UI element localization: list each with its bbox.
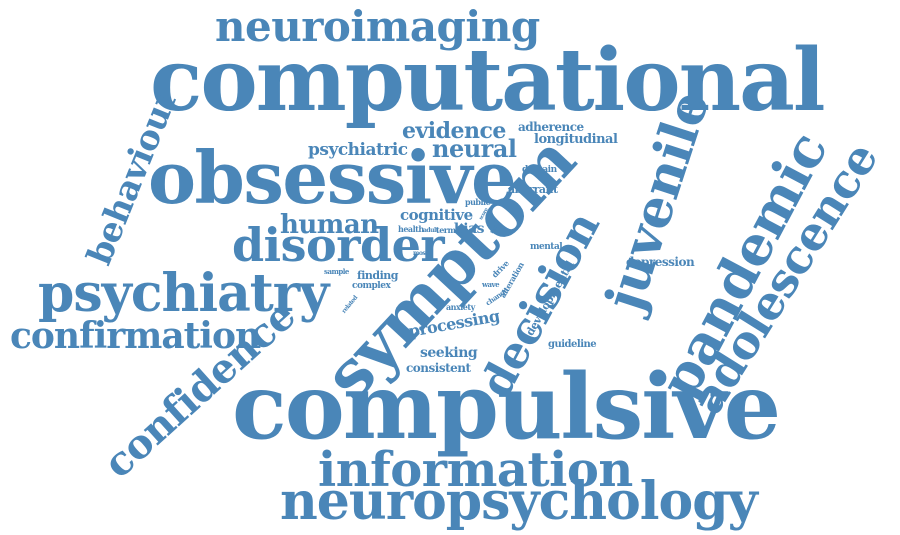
word-compulsive: compulsive xyxy=(232,354,781,460)
word-adherence: adherence xyxy=(518,120,584,134)
word-bias: bias xyxy=(454,221,485,237)
word-mental: mental xyxy=(530,242,563,252)
word-neuroimaging: neuroimaging xyxy=(215,2,540,51)
word-neural: neural xyxy=(432,134,517,163)
word-public: public xyxy=(465,197,490,207)
word-aberrant: aberrant xyxy=(508,183,558,196)
word-psychiatry: psychiatry xyxy=(38,263,329,324)
word-disorder: disorder xyxy=(232,218,445,272)
word-most: most xyxy=(413,250,428,257)
word-guideline: guideline xyxy=(548,339,597,350)
word-neuropsychology: neuropsychology xyxy=(280,471,758,532)
word-consistent: consistent xyxy=(406,361,471,375)
word-obsessive: obsessive xyxy=(148,135,517,220)
word-adult: adult xyxy=(423,227,439,234)
word-domain: domain xyxy=(522,165,557,175)
word-longitudinal: longitudinal xyxy=(534,132,618,147)
word-psychiatric: psychiatric xyxy=(308,140,408,160)
word-depression: depression xyxy=(626,255,695,269)
word-computational: computational xyxy=(150,30,826,131)
word-sample: sample xyxy=(324,267,349,276)
word-complex: complex xyxy=(352,281,391,291)
word-finding: finding xyxy=(357,269,398,282)
word-anxiety: anxiety xyxy=(446,302,475,312)
word-evidence: evidence xyxy=(402,118,506,144)
word-human: human xyxy=(280,210,379,240)
word-information: information xyxy=(318,442,633,498)
word-confirmation: confirmation xyxy=(10,315,261,357)
word-term: term xyxy=(436,225,456,235)
word-health: health xyxy=(398,224,424,234)
word-seeking: seeking xyxy=(420,345,478,361)
word-wave: wave xyxy=(482,280,500,289)
word-cognitive: cognitive xyxy=(400,206,473,224)
